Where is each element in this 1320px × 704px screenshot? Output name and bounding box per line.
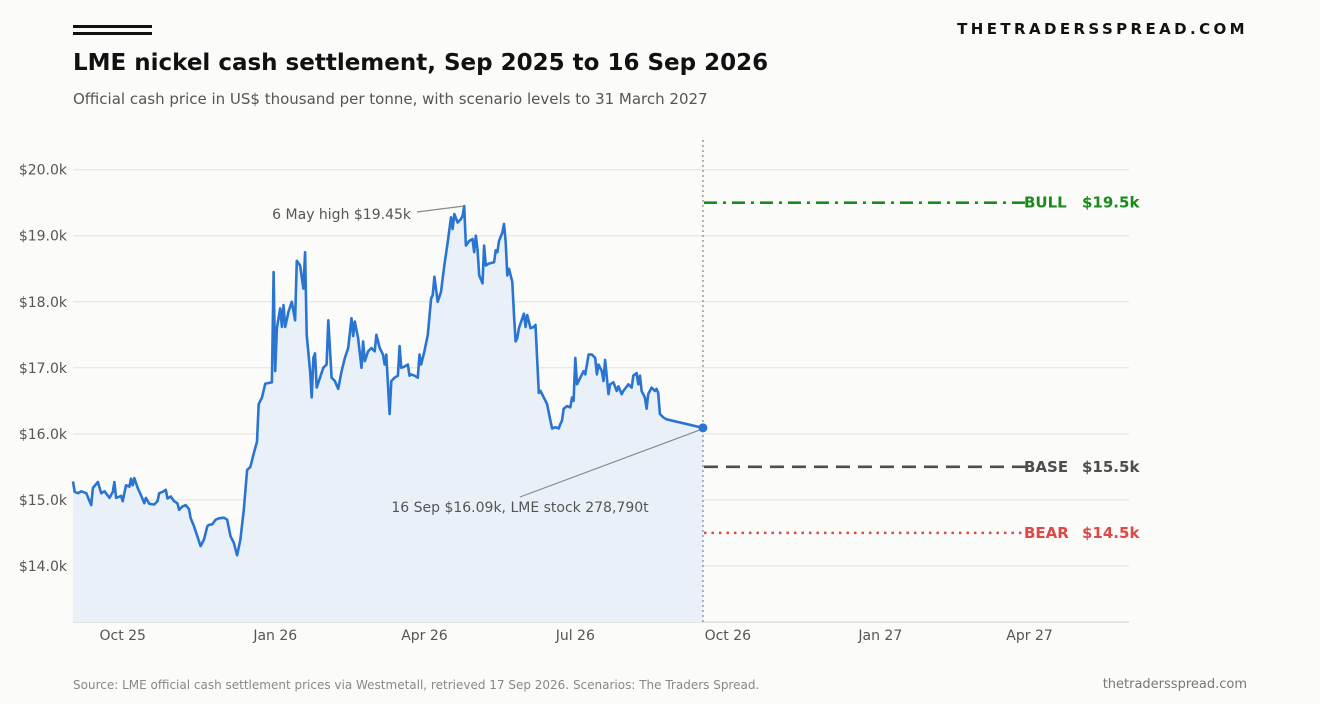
y-tick-label: $18.0k xyxy=(19,295,68,311)
scenario-label-base: BASE xyxy=(1024,458,1068,476)
scenario-label-bear: BEAR xyxy=(1024,524,1069,542)
last-annotation-leader xyxy=(519,429,701,498)
scenario-value-base: $15.5k xyxy=(1082,458,1140,476)
x-tick-label: Jan 27 xyxy=(857,628,902,644)
high-annotation-leader xyxy=(416,205,465,213)
source-note: Source: LME official cash settlement pri… xyxy=(73,678,760,692)
last-annotation: 16 Sep $16.09k, LME stock 278,790t xyxy=(391,500,649,516)
last-price-marker xyxy=(698,423,708,433)
x-tick-label: Oct 26 xyxy=(705,628,752,644)
x-tick-label: Jul 26 xyxy=(555,628,595,644)
chart-subtitle: Official cash price in US$ thousand per … xyxy=(73,90,708,108)
x-tick-label: Oct 25 xyxy=(99,628,145,644)
y-tick-label: $14.0k xyxy=(19,559,68,575)
y-tick-label: $17.0k xyxy=(19,361,68,377)
price-series-line xyxy=(71,204,704,557)
x-tick-label: Apr 27 xyxy=(1006,628,1052,644)
scenario-label-bull: BULL xyxy=(1024,194,1067,212)
x-tick-label: Jan 26 xyxy=(252,628,297,644)
y-tick-label: $20.0k xyxy=(19,163,68,179)
chart-title: LME nickel cash settlement, Sep 2025 to … xyxy=(73,50,769,76)
y-tick-label: $16.0k xyxy=(19,427,68,443)
scenario-value-bull: $19.5k xyxy=(1082,194,1140,212)
footer-site: thetradersspread.com xyxy=(1102,677,1247,692)
scenario-value-bear: $14.5k xyxy=(1082,524,1140,542)
y-tick-label: $19.0k xyxy=(19,229,68,245)
y-tick-label: $15.0k xyxy=(19,493,68,509)
brand-name: THETRADERSSPREAD.COM xyxy=(957,20,1248,38)
x-tick-label: Apr 26 xyxy=(401,628,448,644)
high-annotation: 6 May high $19.45k xyxy=(272,207,412,223)
brand-rule-top xyxy=(73,25,152,28)
brand-rule-bottom xyxy=(73,32,152,35)
price-area-fill xyxy=(73,206,703,622)
